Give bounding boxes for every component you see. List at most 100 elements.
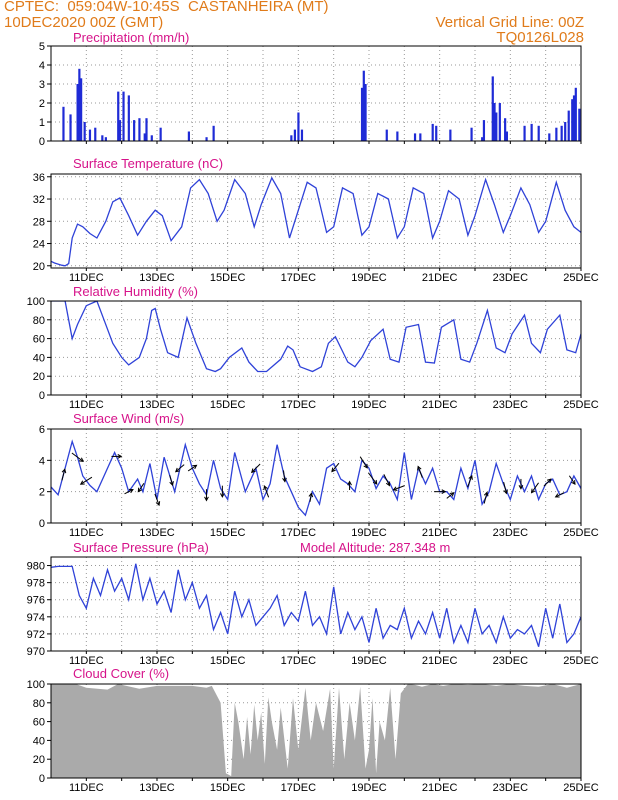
y-tick-label: 972 xyxy=(27,629,45,641)
precip-bar xyxy=(127,95,130,141)
x-tick-label: 25DEC xyxy=(563,655,599,667)
y-tick-label: 0 xyxy=(39,390,45,402)
y-tick-label: 80 xyxy=(33,315,45,327)
wind-arrow xyxy=(383,474,390,486)
y-tick-label: 970 xyxy=(27,646,45,658)
wind-arrow xyxy=(331,462,340,472)
x-tick-label: 23DEC xyxy=(493,399,529,411)
precip-bar xyxy=(78,68,81,141)
x-tick-label: 15DEC xyxy=(210,272,246,284)
panel-frame xyxy=(50,300,582,396)
x-tick-label: 19DEC xyxy=(351,655,387,667)
y-tick-label: 4 xyxy=(39,455,45,467)
panel-4: 970 972 974 976 978 980 11DEC 13DEC 15DEC 17DEC 19… xyxy=(27,540,599,667)
wind-arrow-head xyxy=(571,480,576,485)
wind-arrow-head xyxy=(530,488,536,494)
precip-bar xyxy=(80,78,83,141)
precip-bar xyxy=(574,87,577,141)
precip-bar xyxy=(504,118,507,141)
precip-bar xyxy=(572,95,576,141)
precip-bar xyxy=(187,131,190,141)
panel-title: Surface Temperature (nC) xyxy=(73,156,223,171)
header-line1-right: Vertical Grid Line: 00Z xyxy=(435,14,584,31)
x-tick-label: 17DEC xyxy=(281,782,317,794)
precip-bar xyxy=(122,91,125,141)
precip-bar xyxy=(578,108,581,141)
cloud-cover-area xyxy=(51,684,581,778)
precip-bar xyxy=(530,123,533,141)
wind-arrow xyxy=(467,475,473,488)
y-tick-label: 5 xyxy=(39,41,45,53)
panel-frame xyxy=(50,556,582,652)
precip-bar xyxy=(117,91,120,141)
wind-arrow xyxy=(187,464,197,472)
precip-bar xyxy=(548,133,551,141)
wind-arrow-head xyxy=(308,492,314,498)
wind-arrow-head xyxy=(372,479,378,485)
x-tick-label: 15DEC xyxy=(210,399,246,411)
precip-bar xyxy=(435,125,438,141)
wind-arrow xyxy=(503,482,507,494)
wind-arrow xyxy=(555,492,565,498)
x-tick-label: 23DEC xyxy=(493,527,529,539)
precip-bar xyxy=(419,133,422,141)
panel-5: 0 20 40 60 80 100 11DEC 13DEC 15DEC 17DEC 19DEC 21D… xyxy=(27,666,599,794)
wind-arrow-head xyxy=(385,481,391,487)
wind-arrow xyxy=(137,483,145,492)
wind-arrow-head xyxy=(282,477,287,483)
y-tick-label: 100 xyxy=(27,296,45,308)
wind-arrow xyxy=(309,493,312,502)
y-tick-label: 978 xyxy=(27,578,45,590)
y-tick-label: 976 xyxy=(27,595,45,607)
precip-bar xyxy=(362,70,365,141)
wind-arrow-head xyxy=(363,463,368,469)
x-tick-label: 25DEC xyxy=(563,272,599,284)
precip-bar xyxy=(481,137,484,141)
wind-arrow xyxy=(359,456,368,469)
y-tick-label: 0 xyxy=(39,136,45,148)
wind-arrow-head xyxy=(192,464,198,470)
wind-arrow-head xyxy=(61,468,67,474)
wind-arrow xyxy=(483,492,488,504)
y-tick-label: 60 xyxy=(33,334,45,346)
panel-0: 0 1 2 3 4 5 Precipitation (mm/h) xyxy=(39,30,582,148)
precip-bar xyxy=(493,103,496,141)
x-tick-label: 11DEC xyxy=(69,527,104,539)
precip-bar xyxy=(118,120,122,141)
wind-arrow xyxy=(251,463,261,473)
wind-arrow xyxy=(417,466,423,478)
wind-arrow-head xyxy=(220,493,225,498)
header-line2-right: TQ0126L028 xyxy=(496,29,584,46)
x-tick-label: 21DEC xyxy=(422,527,458,539)
wind-arrow xyxy=(367,472,378,485)
wind-arrow-head xyxy=(263,485,268,491)
precip-bar xyxy=(69,114,72,141)
series-line xyxy=(51,301,581,373)
panel-frame xyxy=(50,683,582,779)
y-tick-label: 60 xyxy=(33,717,45,729)
precip-bar xyxy=(104,137,107,141)
y-tick-label: 1 xyxy=(39,117,45,129)
y-tick-label: 20 xyxy=(33,371,45,383)
wind-arrow xyxy=(531,482,539,493)
series-line xyxy=(51,439,581,517)
precip-bar xyxy=(364,84,367,141)
x-tick-label: 11DEC xyxy=(69,272,104,284)
y-tick-label: 974 xyxy=(27,612,45,624)
wind-arrow-head xyxy=(554,493,560,498)
precip-bar xyxy=(564,122,567,141)
x-tick-label: 21DEC xyxy=(422,782,458,794)
wind-arrow-head xyxy=(117,454,123,459)
wind-arrow-head xyxy=(417,465,422,471)
x-tick-label: 13DEC xyxy=(139,272,175,284)
precip-bar xyxy=(491,76,494,141)
x-tick-label: 17DEC xyxy=(281,272,317,284)
precip-bar xyxy=(88,129,92,141)
panel-1: 20 24 28 32 36 11DEC 13DEC 15DEC 17DEC 19DEC 21DEC… xyxy=(33,156,599,284)
x-tick-label: 19DEC xyxy=(351,272,387,284)
precip-bar xyxy=(293,129,296,141)
precip-bar xyxy=(470,127,473,141)
x-tick-label: 15DEC xyxy=(210,655,246,667)
precip-bar xyxy=(290,135,293,141)
wind-arrow-head xyxy=(392,486,398,491)
